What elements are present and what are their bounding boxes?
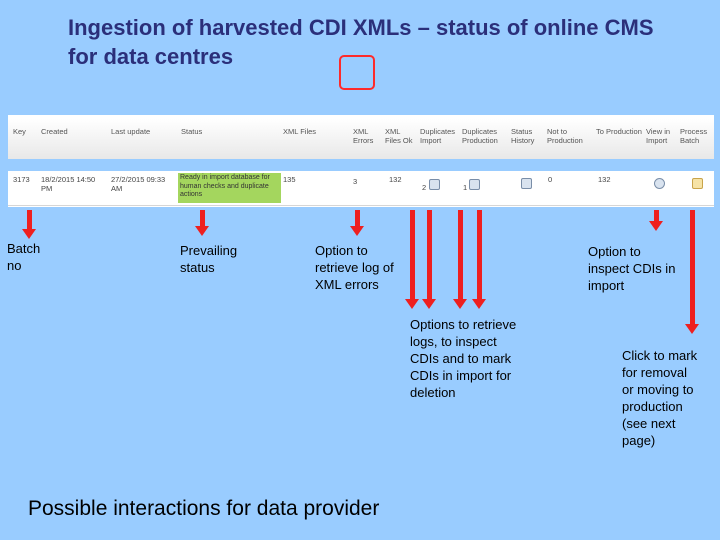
- cell-to-production: 132: [598, 175, 611, 184]
- label-retrieve-logs-options: Options to retrieve logs, to inspect CDI…: [410, 317, 517, 400]
- header-view-in-import[interactable]: View in Import: [646, 127, 671, 145]
- arrow-duplicates-production: [422, 210, 436, 309]
- status-badge: Ready in import database for human check…: [178, 173, 281, 203]
- header-status[interactable]: Status: [181, 127, 203, 136]
- arrow-batch-no: [22, 210, 36, 239]
- header-process-batch[interactable]: Process Batch: [680, 127, 708, 145]
- duplicates-production-count: 1: [463, 183, 468, 192]
- header-xml-files-ok[interactable]: XML Files Ok: [385, 127, 413, 145]
- duplicates-production-icon[interactable]: [469, 179, 480, 190]
- header-created[interactable]: Created: [41, 127, 68, 136]
- arrow-xml-errors: [350, 210, 364, 236]
- cell-xml-files: 135: [283, 175, 296, 184]
- header-not-to-production[interactable]: Not to Production: [547, 127, 583, 145]
- table-row: 3173 18/2/2015 14:50 PM 27/2/2015 09:33 …: [8, 171, 714, 206]
- label-xml-errors-option: Option to retrieve log of XML errors: [315, 243, 394, 292]
- label-click-to-mark: Click to mark for removal or moving to p…: [622, 348, 698, 448]
- cell-xml-files-ok: 132: [389, 175, 402, 184]
- duplicates-import-icon[interactable]: [429, 179, 440, 190]
- header-status-history[interactable]: Status History: [511, 127, 535, 145]
- duplicates-import-count: 2: [422, 183, 427, 192]
- header-duplicates-import[interactable]: Duplicates Import: [420, 127, 456, 145]
- header-key[interactable]: Key: [13, 127, 26, 136]
- arrow-logs: [472, 210, 486, 309]
- label-prevailing-status: Prevailing status: [180, 243, 238, 275]
- header-xml-files[interactable]: XML Files: [283, 127, 317, 136]
- arrow-status-history: [453, 210, 467, 309]
- cell-key: 3173: [13, 175, 30, 184]
- table-header-row: Key Created Last update Status XML Files…: [8, 119, 714, 160]
- cell-created: 18/2/2015 14:50 PM: [41, 175, 96, 193]
- header-duplicates-production[interactable]: Duplicates Production: [462, 127, 498, 145]
- arrow-process-batch: [685, 210, 699, 334]
- arrow-view-in-import: [649, 210, 663, 231]
- status-history-icon[interactable]: [521, 178, 532, 189]
- table-gap: [8, 159, 714, 171]
- process-batch-icon[interactable]: [692, 178, 703, 189]
- cell-last-update: 27/2/2015 09:33 AM: [111, 175, 166, 193]
- cell-not-to-production: 0: [548, 175, 553, 184]
- xml-errors-link[interactable]: 3: [353, 177, 358, 186]
- arrow-duplicates-import: [405, 210, 419, 309]
- header-xml-errors[interactable]: XML Errors: [353, 127, 374, 145]
- arrow-status: [195, 210, 209, 236]
- view-in-import-icon[interactable]: [654, 178, 665, 189]
- footer-caption: Possible interactions for data provider: [28, 497, 380, 520]
- label-inspect-cdis-option: Option to inspect CDIs in import: [588, 244, 676, 293]
- cms-table-screenshot: Key Created Last update Status XML Files…: [8, 115, 714, 207]
- header-last-update[interactable]: Last update: [111, 127, 151, 136]
- header-to-production[interactable]: To Production: [596, 127, 642, 136]
- slide-title: Ingestion of harvested CDI XMLs – status…: [68, 15, 654, 69]
- xml-errors-highlight: [339, 55, 375, 90]
- label-batch-no: Batch no: [7, 241, 41, 273]
